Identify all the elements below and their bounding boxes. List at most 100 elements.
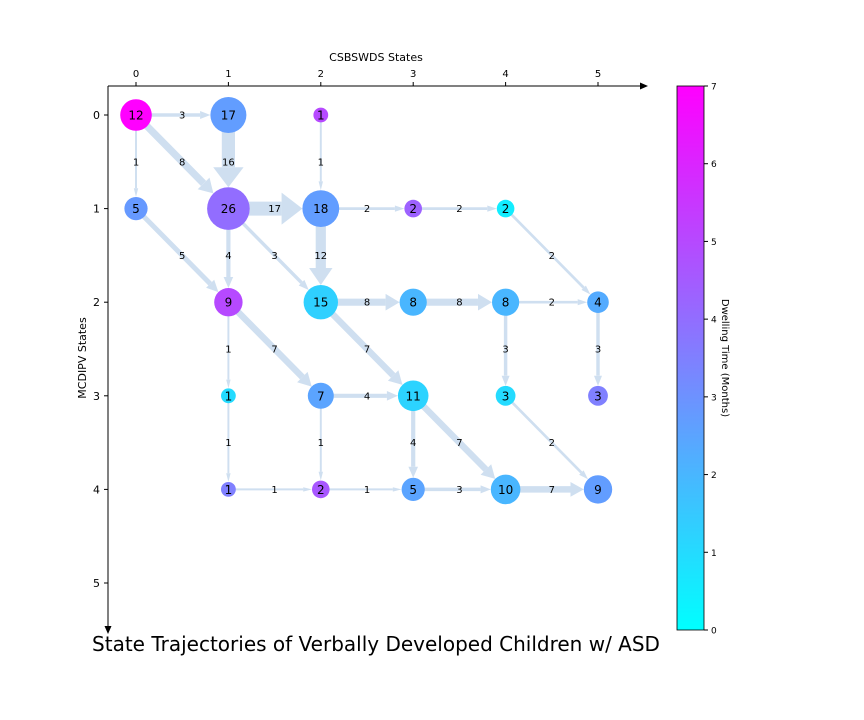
edge-label: 7 [549,485,555,496]
state-node [397,380,429,412]
x-tick-label: 4 [502,69,508,80]
edge-arrowhead [200,111,211,119]
edge-label: 1 [318,438,324,449]
colorbar-tick-label: 2 [711,471,717,481]
edge-arrowhead [581,285,591,295]
state-node-label: 4 [594,296,602,310]
x-axis-ticks: 0 1 2 3 4 5 [133,69,601,86]
state-node [583,475,613,504]
edge-label: 8 [456,298,462,309]
edge-label: 7 [364,345,370,356]
y-axis-arrowhead [104,626,112,634]
edge-arrowhead [385,293,400,311]
state-node [490,474,521,505]
edge-arrowhead [133,188,139,197]
state-node-label: 3 [594,389,602,403]
edge-arrowhead [297,371,312,387]
state-node-label: 11 [406,389,421,403]
edge-line [504,207,585,289]
state-node [495,385,516,406]
colorbar-tick-label: 4 [711,316,717,326]
state-node-label: 5 [409,483,417,497]
edge-line [410,393,489,472]
state-node [124,197,148,221]
state-node-label: 3 [502,389,510,403]
edge-arrowhead [223,277,234,288]
x-tick-label: 2 [318,69,324,80]
state-node-label: 12 [128,109,143,123]
y-axis-label: MCDIPV States [76,317,89,399]
state-node [302,190,340,228]
state-node [587,291,609,314]
state-node [401,477,425,501]
y-tick-label: 0 [93,109,100,122]
x-axis-arrowhead [640,82,648,90]
y-tick-label: 3 [93,390,100,403]
state-node-label: 2 [409,202,417,216]
colorbar-tick-label: 0 [711,627,717,637]
edge-label: 3 [456,485,462,496]
x-axis-label: CSBSWDS States [329,51,423,64]
edge-label: 3 [179,111,185,122]
edge-label: 1 [318,157,324,168]
edge-arrowhead [197,177,214,194]
edge-label: 2 [549,251,555,262]
state-node [210,97,247,133]
edge-label: 3 [271,251,277,262]
edge-label: 2 [364,204,370,215]
state-node-label: 5 [132,202,140,216]
state-node-label: 1 [225,483,233,497]
edge-label: 12 [314,251,327,262]
edge-arrowhead [318,181,323,191]
edge-label: 1 [271,485,277,496]
edge-label: 2 [549,438,555,449]
edge-label: 1 [225,345,231,356]
colorbar-tick-label: 3 [711,393,717,403]
colorbar-ticks: 0 1 2 3 4 5 6 7 [704,83,717,637]
state-node [312,480,330,499]
edge-label: 7 [456,438,462,449]
edge-label: 4 [364,391,370,402]
edge-label: 17 [268,204,281,215]
edge-arrowhead [480,464,496,479]
colorbar-gradient [676,85,705,631]
state-node [307,382,334,409]
edge-arrowhead [226,379,231,389]
edge-arrowhead [394,205,405,212]
state-node [588,385,608,406]
y-axis-ticks: 0 1 2 3 4 5 [93,109,108,590]
state-node [221,388,236,404]
y-tick-label: 4 [93,483,100,496]
state-node-label: 1 [317,109,325,123]
edge-arrowhead [594,375,602,386]
edge-line [133,112,207,186]
state-node [399,288,427,316]
edge-arrowhead [487,205,497,212]
edge-label: 3 [595,345,601,356]
edge-label: 4 [225,251,231,262]
state-node [313,107,329,123]
edge-arrowhead [206,279,219,293]
state-node-label: 17 [221,109,236,123]
edge-line [134,206,212,286]
state-node [404,199,423,218]
edge-label: 1 [225,438,231,449]
y-tick-label: 1 [93,203,100,216]
edge-arrowhead [213,167,244,188]
y-tick-label: 2 [93,296,100,309]
state-node-label: 18 [313,202,328,216]
colorbar-label: Dwelling Time (Months) [719,299,730,417]
state-node [492,288,520,316]
colorbar-tick-label: 7 [711,83,717,93]
edge-arrowhead [318,471,323,481]
edge-label: 1 [133,157,139,168]
edge-arrowhead [386,391,398,401]
state-node-label: 15 [313,296,328,310]
state-node-label: 8 [409,296,417,310]
state-node-label: 2 [502,202,510,216]
edge-arrowhead [577,299,588,306]
edge-arrowhead [480,485,491,494]
state-node-label: 8 [502,296,510,310]
